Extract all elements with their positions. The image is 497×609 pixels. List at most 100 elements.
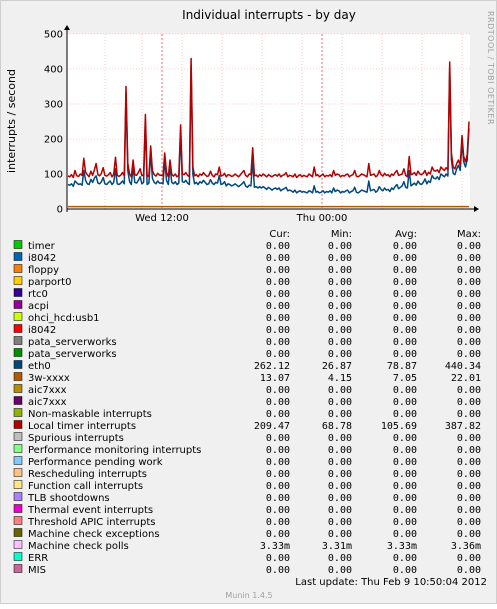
- legend-value-cur: 0.00: [266, 397, 290, 408]
- legend-value-max: 387.82: [445, 421, 481, 432]
- legend-row: Machine check exceptions 0.00 0.00 0.00 0.00: [13, 528, 481, 540]
- legend-value-avg: 0.00: [393, 265, 417, 276]
- legend-swatch: [13, 264, 23, 273]
- legend-swatch: [13, 540, 23, 549]
- y-tick-label: 300: [44, 100, 63, 111]
- legend-row: Thermal event interrupts 0.00 0.00 0.00 0.00: [13, 504, 481, 516]
- legend-swatch: [13, 276, 23, 285]
- legend-value-avg: 0.00: [393, 457, 417, 468]
- legend-value-max: 440.34: [445, 361, 481, 372]
- legend-value-min: 0.00: [328, 457, 352, 468]
- legend-value-min: 0.00: [328, 289, 352, 300]
- legend-value-avg: 0.00: [393, 529, 417, 540]
- legend-value-min: 3.31m: [322, 541, 352, 552]
- legend-row: Non-maskable interrupts 0.00 0.00 0.00 0.00: [13, 408, 481, 420]
- series-eth0: [67, 64, 470, 194]
- legend-value-cur: 0.00: [266, 553, 290, 564]
- legend-value-max: 0.00: [457, 325, 481, 336]
- legend-row: Threshold APIC interrupts 0.00 0.00 0.00 0.0…: [13, 516, 481, 528]
- legend-value-max: 22.01: [451, 373, 481, 384]
- legend-value-max: 0.00: [457, 397, 481, 408]
- legend-value-min: 4.15: [328, 373, 352, 384]
- legend-column-headers: Cur: Min: Avg: Max:: [269, 229, 481, 240]
- legend-value-min: 0.00: [328, 481, 352, 492]
- legend-value-cur: 0.00: [266, 337, 290, 348]
- legend-swatch: [13, 384, 23, 393]
- legend-value-cur: 0.00: [266, 493, 290, 504]
- legend-value-avg: 0.00: [393, 553, 417, 564]
- legend-value-max: 0.00: [457, 505, 481, 516]
- legend-value-avg: 0.00: [393, 349, 417, 360]
- y-tick-label: 200: [44, 135, 63, 146]
- legend-value-min: 0.00: [328, 337, 352, 348]
- legend-row: eth0 262.12 26.87 78.87 440.34: [13, 360, 481, 372]
- legend-value-min: 0.00: [328, 241, 352, 252]
- legend-value-cur: 0.00: [266, 277, 290, 288]
- legend-value-max: 0.00: [457, 469, 481, 480]
- legend-value-avg: 0.00: [393, 301, 417, 312]
- legend-value-avg: 0.00: [393, 385, 417, 396]
- legend-row: Rescheduling interrupts 0.00 0.00 0.00 0.00: [13, 468, 481, 480]
- legend-value-cur: 0.00: [266, 313, 290, 324]
- legend-row: TLB shootdowns 0.00 0.00 0.00 0.00: [13, 492, 481, 504]
- legend-series-name: Rescheduling interrupts: [28, 469, 147, 480]
- legend-value-avg: 0.00: [393, 325, 417, 336]
- legend-series-name: rtc0: [28, 289, 48, 300]
- legend-value-cur: 0.00: [266, 289, 290, 300]
- chart-title: Individual interrupts - by day: [182, 8, 356, 22]
- x-tick-label: Thu 00:00: [296, 213, 348, 224]
- legend-value-cur: 0.00: [266, 445, 290, 456]
- legend-value-min: 0.00: [328, 349, 352, 360]
- legend-row: Machine check polls 3.33m 3.31m 3.33m 3.36m: [13, 540, 481, 552]
- legend-series-name: pata_serverworks: [28, 337, 117, 348]
- legend-row: ohci_hcd:usb1 0.00 0.00 0.00 0.00: [13, 312, 481, 324]
- legend-value-cur: 0.00: [266, 517, 290, 528]
- legend-series-name: TLB shootdowns: [27, 493, 110, 504]
- legend-value-cur: 0.00: [266, 325, 290, 336]
- legend-value-min: 0.00: [328, 409, 352, 420]
- legend-value-avg: 0.00: [393, 565, 417, 576]
- legend-value-cur: 262.12: [254, 361, 290, 372]
- legend-value-cur: 0.00: [266, 433, 290, 444]
- legend-value-cur: 0.00: [266, 409, 290, 420]
- legend-value-avg: 0.00: [393, 481, 417, 492]
- legend-value-min: 0.00: [328, 469, 352, 480]
- legend-series-name: Machine check polls: [28, 541, 129, 552]
- legend-swatch: [13, 480, 23, 489]
- munin-version: Munin 1.4.5: [225, 591, 272, 600]
- legend-value-min: 0.00: [328, 265, 352, 276]
- legend-swatch: [13, 444, 23, 453]
- legend-value-avg: 0.00: [393, 433, 417, 444]
- legend-swatch: [13, 312, 23, 321]
- legend-series-name: MIS: [28, 565, 46, 576]
- legend-swatch: [13, 240, 23, 249]
- last-update-text: Last update: Thu Feb 9 10:50:04 2012: [295, 577, 487, 588]
- legend-value-cur: 0.00: [266, 301, 290, 312]
- legend-value-avg: 0.00: [393, 313, 417, 324]
- legend-row: 3w-xxxx 13.07 4.15 7.05 22.01: [13, 372, 481, 384]
- legend-value-max: 0.00: [457, 481, 481, 492]
- legend-series-name: i8042: [28, 253, 56, 264]
- legend-value-avg: 105.69: [381, 421, 417, 432]
- legend-swatch: [13, 528, 23, 537]
- legend-row: floppy 0.00 0.00 0.00 0.00: [13, 264, 481, 276]
- legend-series-name: Performance monitoring interrupts: [28, 445, 201, 456]
- legend-swatch: [13, 396, 23, 405]
- legend-value-max: 0.00: [457, 445, 481, 456]
- legend-value-max: 0.00: [457, 385, 481, 396]
- legend-swatch: [13, 348, 23, 357]
- legend-value-avg: 0.00: [393, 337, 417, 348]
- legend-value-min: 0.00: [328, 277, 352, 288]
- legend-series-name: aic7xxx: [28, 385, 67, 396]
- legend-value-avg: 0.00: [393, 445, 417, 456]
- series-local-timer-interrupts: [67, 57, 470, 179]
- legend-value-max: 0.00: [457, 565, 481, 576]
- legend-value-min: 0.00: [328, 301, 352, 312]
- legend-series-name: Non-maskable interrupts: [28, 409, 152, 420]
- legend-value-max: 0.00: [457, 253, 481, 264]
- legend-column-header: Cur:: [269, 229, 290, 240]
- y-axis-arrow: [64, 25, 70, 30]
- legend-row: Local timer interrupts 209.47 68.78 105.69 3…: [13, 420, 481, 432]
- legend-value-avg: 0.00: [393, 517, 417, 528]
